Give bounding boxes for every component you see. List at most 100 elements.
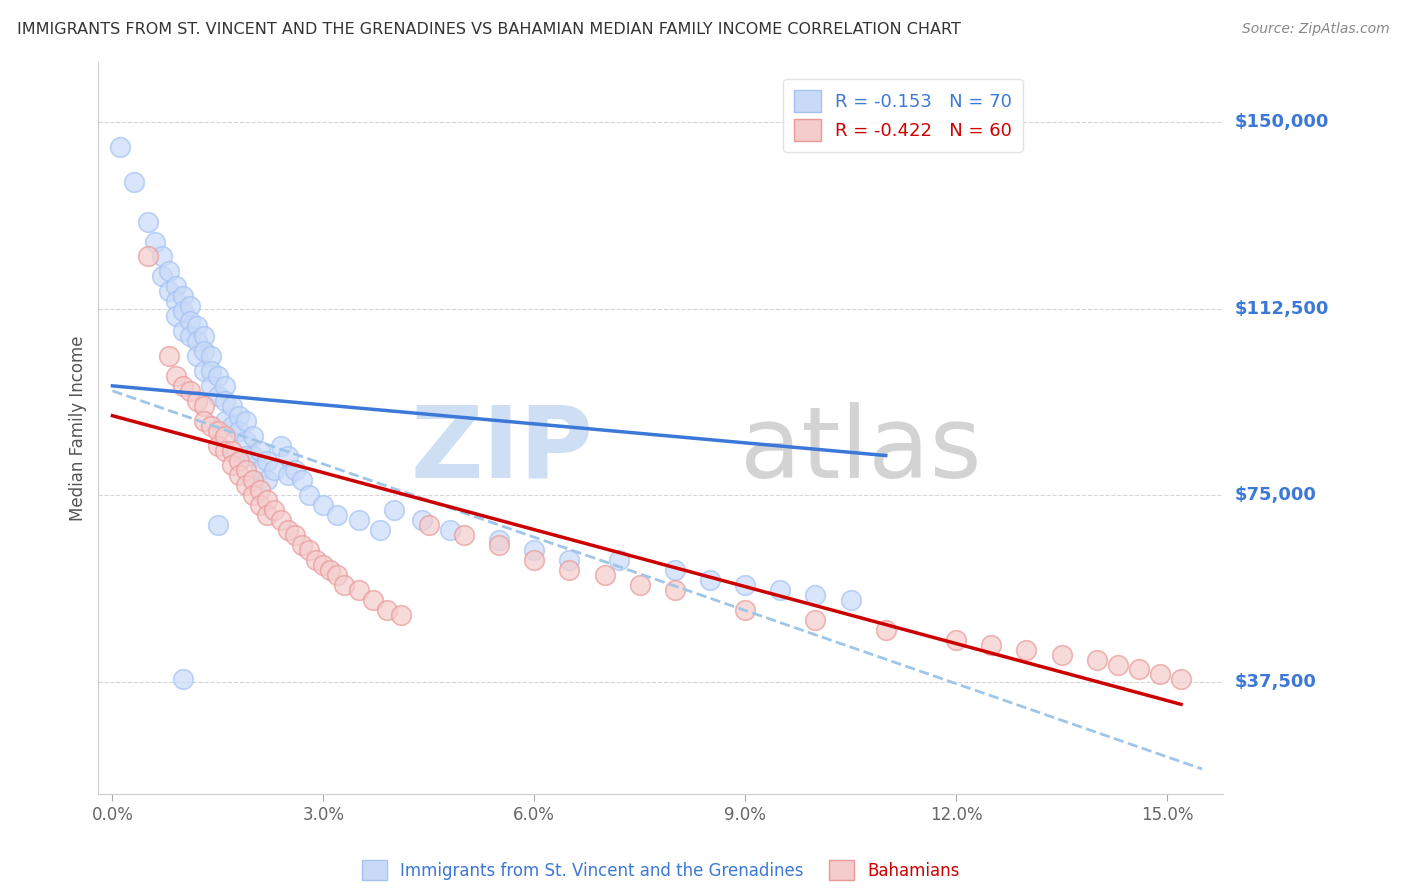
Point [664, 563, 686, 577]
Point [523, 543, 546, 558]
Point [228, 409, 250, 423]
Point [368, 523, 391, 537]
Point [734, 578, 756, 592]
Point [165, 294, 187, 309]
Point [214, 393, 236, 408]
Point [558, 553, 581, 567]
Point [221, 458, 243, 473]
Point [256, 453, 278, 467]
Point [945, 632, 967, 647]
Text: $112,500: $112,500 [1234, 300, 1329, 318]
Point [165, 368, 187, 383]
Point [523, 553, 546, 567]
Point [165, 279, 187, 293]
Point [221, 443, 243, 458]
Point [186, 334, 208, 348]
Point [193, 344, 215, 359]
Point [1170, 673, 1192, 687]
Point [228, 468, 250, 483]
Point [136, 250, 159, 264]
Point [228, 453, 250, 467]
Point [1015, 642, 1038, 657]
Text: atlas: atlas [740, 401, 981, 499]
Point [228, 424, 250, 438]
Point [418, 518, 440, 533]
Point [256, 508, 278, 523]
Point [256, 474, 278, 488]
Point [326, 508, 349, 523]
Point [411, 513, 433, 527]
Point [664, 582, 686, 597]
Point [214, 414, 236, 428]
Point [207, 389, 229, 403]
Point [804, 588, 827, 602]
Point [347, 582, 370, 597]
Point [122, 175, 145, 189]
Point [214, 428, 236, 442]
Point [172, 324, 194, 338]
Point [875, 623, 897, 637]
Point [157, 285, 180, 299]
Point [326, 568, 349, 582]
Point [312, 498, 335, 512]
Point [235, 478, 257, 492]
Text: IMMIGRANTS FROM ST. VINCENT AND THE GRENADINES VS BAHAMIAN MEDIAN FAMILY INCOME : IMMIGRANTS FROM ST. VINCENT AND THE GREN… [17, 22, 960, 37]
Point [200, 349, 222, 363]
Point [628, 578, 651, 592]
Point [143, 235, 166, 249]
Point [214, 379, 236, 393]
Point [172, 379, 194, 393]
Point [375, 603, 398, 617]
Point [607, 553, 630, 567]
Point [249, 498, 271, 512]
Point [200, 364, 222, 378]
Point [284, 528, 307, 542]
Point [249, 463, 271, 477]
Point [1107, 657, 1129, 672]
Point [207, 518, 229, 533]
Point [249, 483, 271, 498]
Point [291, 474, 314, 488]
Point [284, 463, 307, 477]
Point [277, 523, 299, 537]
Y-axis label: Median Family Income: Median Family Income [69, 335, 87, 521]
Point [1050, 648, 1073, 662]
Point [193, 364, 215, 378]
Point [769, 582, 792, 597]
Point [305, 553, 328, 567]
Point [179, 384, 201, 398]
Point [1085, 652, 1108, 666]
Point [558, 563, 581, 577]
Point [165, 309, 187, 323]
Point [193, 399, 215, 413]
Point [249, 443, 271, 458]
Point [389, 607, 412, 622]
Point [319, 563, 342, 577]
Point [298, 488, 321, 502]
Point [172, 673, 194, 687]
Point [186, 393, 208, 408]
Text: Source: ZipAtlas.com: Source: ZipAtlas.com [1241, 22, 1389, 37]
Point [734, 603, 756, 617]
Point [488, 538, 510, 552]
Point [193, 414, 215, 428]
Point [179, 329, 201, 343]
Point [207, 368, 229, 383]
Point [193, 329, 215, 343]
Point [200, 418, 222, 433]
Point [235, 414, 257, 428]
Point [980, 638, 1002, 652]
Point [172, 289, 194, 303]
Point [186, 319, 208, 334]
Point [382, 503, 405, 517]
Point [277, 449, 299, 463]
Text: $37,500: $37,500 [1234, 673, 1316, 691]
Point [298, 543, 321, 558]
Legend: Immigrants from St. Vincent and the Grenadines, Bahamians: Immigrants from St. Vincent and the Gren… [356, 854, 966, 887]
Point [256, 493, 278, 508]
Point [179, 314, 201, 328]
Point [1128, 663, 1150, 677]
Point [291, 538, 314, 552]
Point [263, 503, 285, 517]
Point [242, 474, 264, 488]
